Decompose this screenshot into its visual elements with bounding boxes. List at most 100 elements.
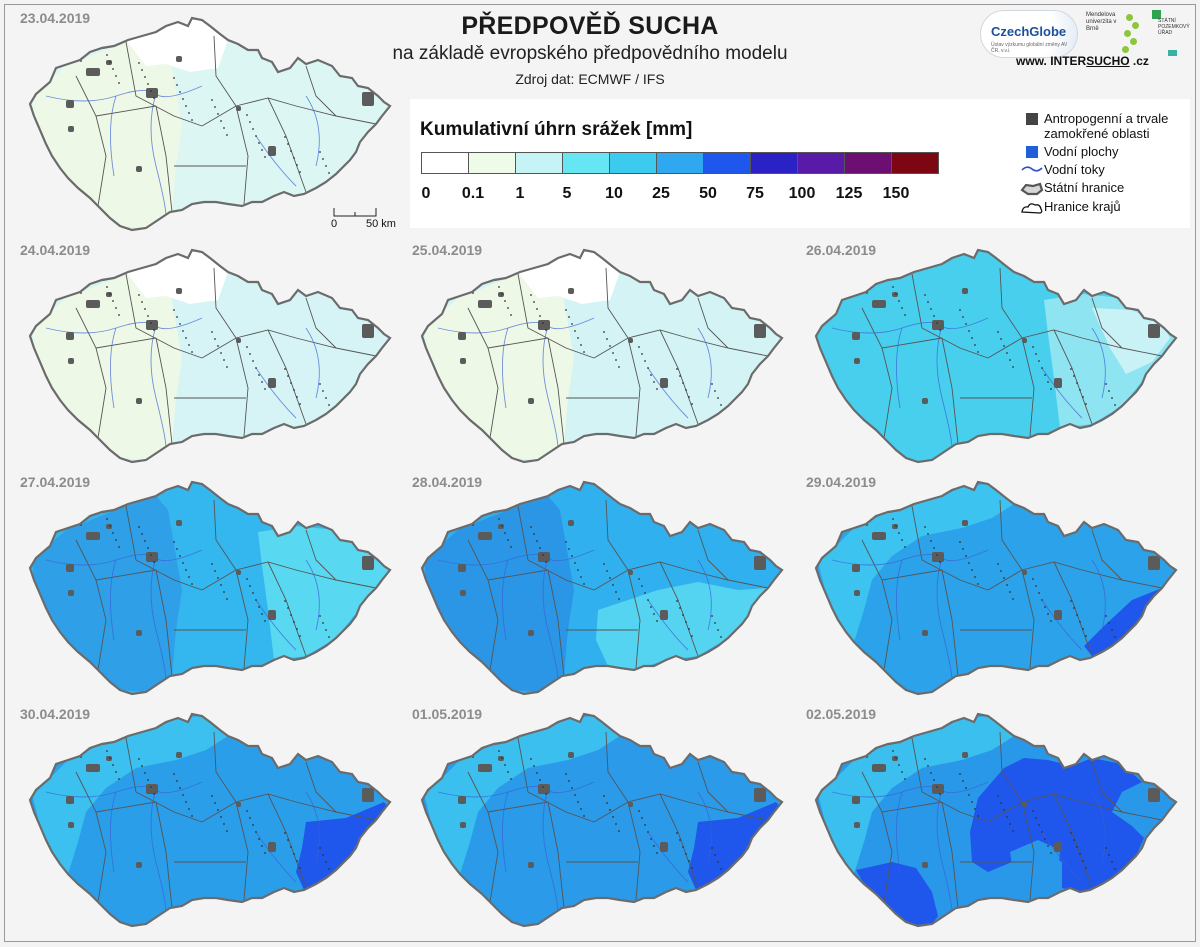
settlement-dot <box>112 300 114 302</box>
settlement-dot <box>1082 860 1084 862</box>
settlement-dot <box>141 533 143 535</box>
spu-square-icon <box>1152 10 1161 19</box>
precip-zone <box>296 802 390 890</box>
settlement-dot <box>466 742 468 744</box>
settlement-dot <box>752 644 754 646</box>
urban-area <box>962 288 968 294</box>
region-border <box>881 569 943 581</box>
settlement-dot <box>1108 622 1110 624</box>
settlement-dot <box>901 771 903 773</box>
settlement-dot <box>77 53 79 55</box>
settlement-dot <box>363 883 365 885</box>
river <box>647 599 689 651</box>
settlement-dot <box>322 390 324 392</box>
urban-area <box>176 520 182 526</box>
settlement-dot <box>217 345 219 347</box>
settlement-dot <box>369 201 371 203</box>
urban-area <box>660 610 668 620</box>
settlement-dot <box>191 583 193 585</box>
urban-area <box>932 552 944 562</box>
settlement-dot <box>609 809 611 811</box>
map-key: Antropogenní a trvale zamokřené oblasti … <box>1020 111 1190 218</box>
settlement-dot <box>188 112 190 114</box>
urban-area <box>460 822 466 828</box>
settlement-dot <box>1041 599 1043 601</box>
settlement-dot <box>638 810 640 812</box>
region-border <box>155 337 173 445</box>
settlement-dot <box>357 869 359 871</box>
settlement-dot <box>851 891 853 893</box>
settlement-dot <box>1085 867 1087 869</box>
settlement-dot <box>466 510 468 512</box>
region-border <box>627 801 641 901</box>
settlement-dot <box>536 540 538 542</box>
urban-area <box>68 358 74 364</box>
region-border <box>305 761 337 813</box>
website-link[interactable]: www. INTERSUCHO .cz <box>1016 54 1149 68</box>
region-border <box>75 307 107 439</box>
settlement-dot <box>357 405 359 407</box>
settlement-dot <box>299 867 301 869</box>
urban-area <box>1054 610 1062 620</box>
settlement-dot <box>536 308 538 310</box>
settlement-dot <box>606 338 608 340</box>
legend-box: Kumulativní úhrn srážek [mm] 0 0.1 1 5 10 25 5… <box>410 99 1190 228</box>
urban-area <box>176 752 182 758</box>
color-scale-cell <box>844 152 892 174</box>
czechglobe-logo: CzechGlobe Ústav výzkumu globální změny … <box>980 10 1078 58</box>
settlement-dot <box>77 285 79 287</box>
key-statni-hranice: Státní hranice <box>1020 180 1190 196</box>
settlement-dot <box>71 673 73 675</box>
settlement-dot <box>211 331 213 333</box>
color-scale-cell <box>656 152 704 174</box>
settlement-dot <box>603 563 605 565</box>
settlement-dot <box>930 540 932 542</box>
settlement-dot <box>904 314 906 316</box>
settlement-dot <box>533 533 535 535</box>
website-suffix: .cz <box>1129 54 1149 68</box>
urban-area <box>854 358 860 364</box>
region-border <box>235 569 249 669</box>
settlement-dot <box>933 315 935 317</box>
settlement-dot <box>1085 635 1087 637</box>
settlement-dot <box>1111 861 1113 863</box>
settlement-dot <box>74 510 76 512</box>
settlement-dot <box>118 314 120 316</box>
settlement-dot <box>927 533 929 535</box>
settlement-dot <box>62 420 64 422</box>
settlement-dot <box>293 389 295 391</box>
settlement-dot <box>220 816 222 818</box>
region-border <box>487 337 549 349</box>
settlement-dot <box>188 344 190 346</box>
settlement-dot <box>688 860 690 862</box>
settlement-dot <box>726 882 728 884</box>
settlement-dot <box>296 396 298 398</box>
settlement-dot <box>510 314 512 316</box>
settlement-dot <box>45 277 47 279</box>
settlement-dot <box>749 869 751 871</box>
settlement-dot <box>188 576 190 578</box>
settlement-dot <box>328 636 330 638</box>
settlement-dot <box>296 628 298 630</box>
settlement-dot <box>679 607 681 609</box>
forecast-map <box>28 248 392 464</box>
settlement-dot <box>255 831 257 833</box>
region-border <box>267 793 307 889</box>
settlement-dot <box>927 765 929 767</box>
settlement-dot <box>77 517 79 519</box>
urban-area <box>68 822 74 828</box>
settlement-dot <box>71 441 73 443</box>
urban-area <box>86 300 100 308</box>
settlement-dot <box>1152 426 1154 428</box>
settlement-dot <box>328 868 330 870</box>
settlement-dot <box>150 554 152 556</box>
settlement-dot <box>749 637 751 639</box>
urban-area <box>106 60 112 65</box>
settlement-dot <box>115 771 117 773</box>
settlement-dot <box>363 419 365 421</box>
settlement-dot <box>691 867 693 869</box>
region-border <box>861 539 893 671</box>
urban-area <box>852 564 860 572</box>
settlement-dot <box>214 570 216 572</box>
color-scale-tick: 5 <box>562 185 572 202</box>
